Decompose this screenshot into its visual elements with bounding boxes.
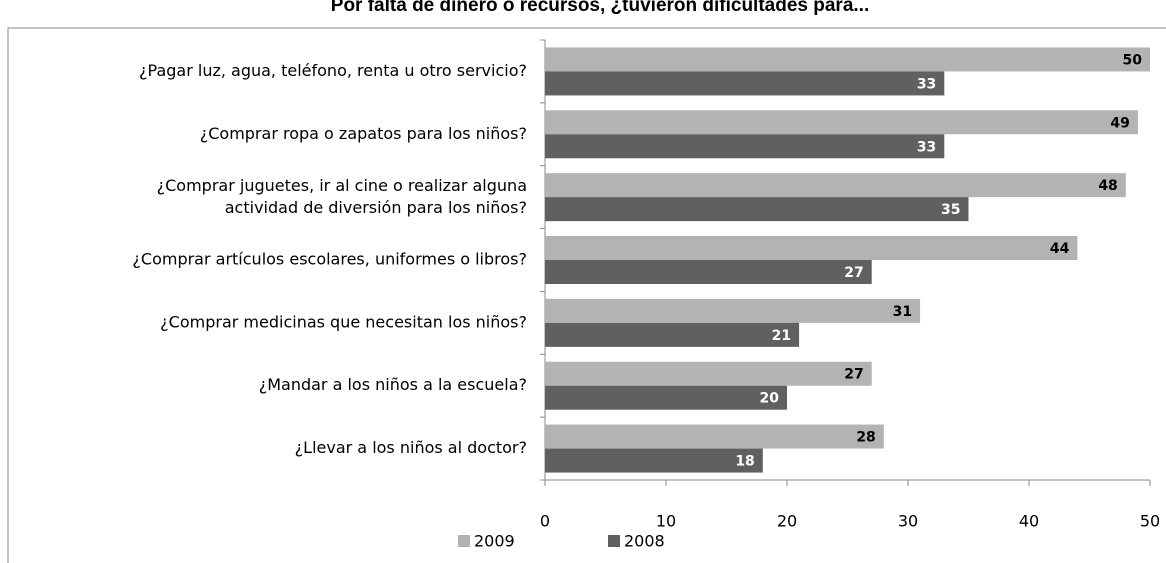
value-label: 21 — [772, 328, 791, 344]
bar — [545, 197, 969, 222]
value-label: 33 — [917, 139, 936, 155]
bar — [545, 47, 1150, 72]
x-tick-label: 10 — [656, 512, 676, 531]
value-label: 33 — [917, 76, 936, 92]
legend-swatch — [458, 535, 470, 547]
x-tick-label: 30 — [898, 512, 918, 531]
value-label: 35 — [941, 202, 960, 218]
bar — [545, 448, 763, 473]
legend-label: 2009 — [474, 532, 515, 551]
value-label: 48 — [1098, 178, 1117, 194]
value-label: 50 — [1123, 52, 1143, 68]
value-label: 28 — [856, 430, 875, 446]
legend-swatch — [608, 535, 620, 547]
value-label: 44 — [1050, 241, 1070, 257]
bar — [545, 71, 945, 96]
bar — [545, 260, 872, 284]
x-tick-label: 50 — [1140, 512, 1160, 531]
category-label: ¿Mandar a los niños a la escuela? — [259, 375, 527, 394]
chart-title: Por falta de dinero o recursos, ¿tuviero… — [331, 0, 869, 16]
category-label: ¿Llevar a los niños al doctor? — [295, 438, 527, 457]
x-tick-label: 40 — [1019, 512, 1039, 531]
bar — [545, 385, 787, 410]
bar — [545, 322, 800, 347]
category-label: ¿Comprar juguetes, ir al cine o realizar… — [157, 176, 527, 217]
bar — [545, 134, 945, 159]
bar — [545, 298, 921, 323]
x-tick-label: 0 — [540, 512, 550, 531]
bar — [545, 424, 884, 449]
chart-frame — [7, 27, 1166, 563]
category-label: ¿Comprar medicinas que necesitan los niñ… — [160, 312, 527, 331]
value-label: 20 — [760, 391, 780, 407]
value-label: 31 — [893, 304, 912, 320]
legend-label: 2008 — [624, 532, 665, 551]
bar — [545, 236, 1078, 260]
value-label: 27 — [844, 367, 863, 383]
bar — [545, 173, 1126, 198]
bar — [545, 110, 1138, 135]
category-label: ¿Comprar artículos escolares, uniformes … — [132, 250, 527, 269]
category-label: ¿Comprar ropa o zapatos para los niños? — [200, 124, 527, 143]
bar — [545, 361, 872, 386]
x-tick-label: 20 — [777, 512, 797, 531]
value-label: 27 — [844, 265, 863, 281]
value-label: 49 — [1110, 115, 1129, 131]
value-label: 18 — [735, 454, 754, 470]
category-label: ¿Pagar luz, agua, teléfono, renta u otro… — [139, 61, 527, 80]
